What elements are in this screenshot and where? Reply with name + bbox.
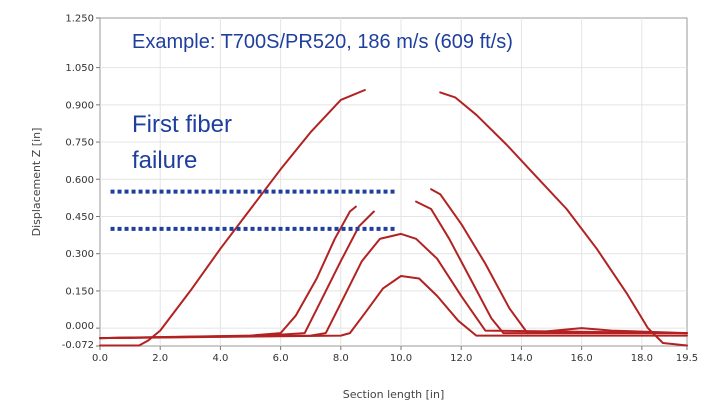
- y-tick-label: 0.600: [65, 175, 94, 186]
- x-axis-title: Section length [in]: [343, 388, 445, 401]
- x-tick-label: 8.0: [333, 353, 349, 364]
- x-tick-label: 2.0: [152, 353, 168, 364]
- y-axis: -0.072 0.000 0.150 0.300 0.450 0.600 0.750 0.90…: [62, 14, 100, 351]
- first-fiber-failure-annotation: First fiber failure: [132, 111, 239, 174]
- grid: [100, 18, 687, 346]
- x-tick-label: 12.0: [450, 353, 472, 364]
- series-line-3: [99, 232, 688, 340]
- series-line-6: [430, 188, 688, 335]
- first-fiber-failure-line-2: failure: [132, 147, 197, 174]
- x-tick-label: 19.5: [676, 353, 698, 364]
- x-tick-label: 14.0: [510, 353, 532, 364]
- y-tick-label: 0.750: [65, 138, 94, 149]
- series-line-7: [99, 89, 366, 347]
- x-tick-label: 16.0: [571, 353, 593, 364]
- example-annotation: Example: T700S/PR520, 186 m/s (609 ft/s): [132, 31, 513, 53]
- series-line-5: [415, 200, 688, 335]
- y-tick-label: 1.250: [65, 14, 94, 25]
- series-line-4: [99, 275, 688, 340]
- y-tick-label: 0.150: [65, 286, 94, 297]
- x-tick-label: 0.0: [92, 353, 108, 364]
- x-tick-label: 4.0: [212, 353, 228, 364]
- x-tick-label: 6.0: [273, 353, 289, 364]
- x-tick-label: 18.0: [631, 353, 653, 364]
- y-tick-label: 0.450: [65, 212, 94, 223]
- y-tick-label: -0.072: [62, 340, 94, 351]
- y-tick-label: 0.900: [65, 100, 94, 111]
- series-layer: [99, 89, 688, 347]
- reference-lines: [110, 189, 396, 231]
- x-axis: 0.0 2.0 4.0 6.0 8.0 10.0 12.0 14.0 16.0 18.0 19.5: [92, 346, 698, 364]
- y-tick-label: 1.050: [65, 63, 94, 74]
- x-tick-label: 10.0: [390, 353, 412, 364]
- y-tick-label: 0.000: [65, 321, 94, 332]
- y-tick-label: 0.300: [65, 249, 94, 260]
- y-axis-title: Displacement Z [in]: [30, 128, 43, 237]
- series-line-8: [439, 91, 688, 347]
- first-fiber-failure-line-1: First fiber: [132, 111, 232, 138]
